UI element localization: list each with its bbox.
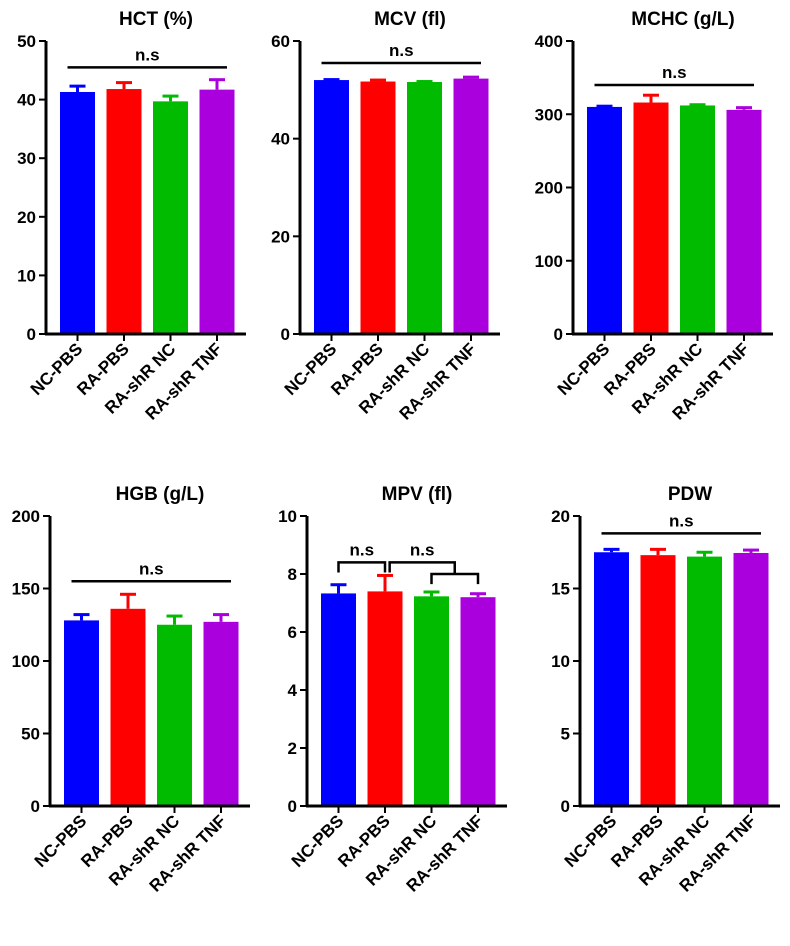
bar-ra-shr-nc — [680, 105, 715, 335]
significance-label: n.s — [410, 540, 435, 559]
y-tick-label: 20 — [551, 507, 570, 526]
y-tick-label: 10 — [278, 507, 297, 526]
significance-label: n.s — [669, 511, 694, 530]
bar-ra-pbs — [106, 89, 142, 334]
chart-title: HCT (%) — [119, 9, 193, 30]
y-tick-label: 400 — [535, 32, 563, 51]
y-tick-label: 60 — [271, 32, 290, 51]
bar-ra-shr-tnf — [203, 621, 239, 806]
bar-ra-shr-nc — [687, 556, 722, 806]
y-tick-label: 0 — [281, 325, 290, 344]
bar-ra-shr-nc — [157, 624, 192, 806]
y-tick-label: 40 — [17, 91, 36, 110]
bar-ra-pbs — [360, 81, 396, 334]
y-tick-label: 300 — [535, 105, 563, 124]
y-tick-label: 0 — [561, 797, 570, 816]
bar-ra-shr-tnf — [199, 89, 235, 334]
y-tick-label: 5 — [561, 725, 570, 744]
y-tick-label: 20 — [17, 208, 36, 227]
significance-label: n.s — [139, 559, 164, 578]
significance-label: n.s — [135, 45, 160, 64]
bar-ra-pbs — [367, 591, 403, 806]
y-tick-label: 10 — [17, 266, 36, 285]
bar-ra-pbs — [640, 555, 676, 806]
y-tick-label: 50 — [21, 725, 40, 744]
significance-label: n.s — [389, 41, 414, 60]
y-tick-label: 10 — [551, 652, 570, 671]
y-tick-label: 4 — [288, 681, 298, 700]
significance-bracket — [388, 561, 456, 573]
y-tick-label: 0 — [554, 325, 563, 344]
chart-title: HGB (g/L) — [116, 484, 205, 505]
y-tick-label: 15 — [551, 580, 570, 599]
bar-ra-pbs — [633, 102, 669, 334]
bar-ra-pbs — [110, 608, 146, 806]
bar-ra-shr-tnf — [726, 109, 762, 334]
bar-nc-pbs — [594, 552, 629, 806]
chart-title: MPV (fl) — [382, 484, 453, 505]
bar-ra-shr-tnf — [733, 552, 769, 806]
y-tick-label: 20 — [271, 227, 290, 246]
bar-ra-shr-tnf — [460, 597, 496, 806]
y-tick-label: 40 — [271, 130, 290, 149]
y-tick-label: 0 — [288, 797, 297, 816]
y-tick-label: 150 — [12, 580, 40, 599]
y-tick-label: 0 — [31, 797, 40, 816]
y-tick-label: 6 — [288, 623, 297, 642]
y-tick-label: 2 — [288, 739, 297, 758]
bar-ra-shr-tnf — [453, 78, 489, 334]
y-tick-label: 8 — [288, 565, 297, 584]
y-tick-label: 100 — [12, 652, 40, 671]
y-tick-label: 200 — [535, 179, 563, 198]
y-tick-label: 0 — [27, 325, 36, 344]
y-tick-label: 50 — [17, 32, 36, 51]
significance-label: n.s — [662, 63, 687, 82]
chart-title: MCHC (g/L) — [631, 9, 734, 30]
bar-ra-shr-nc — [407, 82, 442, 335]
y-tick-label: 30 — [17, 149, 36, 168]
chart-title: PDW — [668, 484, 712, 505]
significance-label: n.s — [349, 540, 374, 559]
y-tick-label: 100 — [535, 252, 563, 271]
chart-title: MCV (fl) — [374, 9, 446, 30]
bar-nc-pbs — [314, 80, 349, 334]
significance-bracket — [430, 572, 480, 585]
bar-ra-shr-nc — [414, 596, 449, 806]
bar-nc-pbs — [321, 593, 356, 806]
bar-nc-pbs — [64, 620, 99, 806]
significance-bracket — [337, 561, 387, 573]
bar-nc-pbs — [60, 91, 95, 335]
y-tick-label: 200 — [12, 507, 40, 526]
bar-nc-pbs — [587, 106, 622, 334]
bar-ra-shr-nc — [153, 101, 188, 334]
